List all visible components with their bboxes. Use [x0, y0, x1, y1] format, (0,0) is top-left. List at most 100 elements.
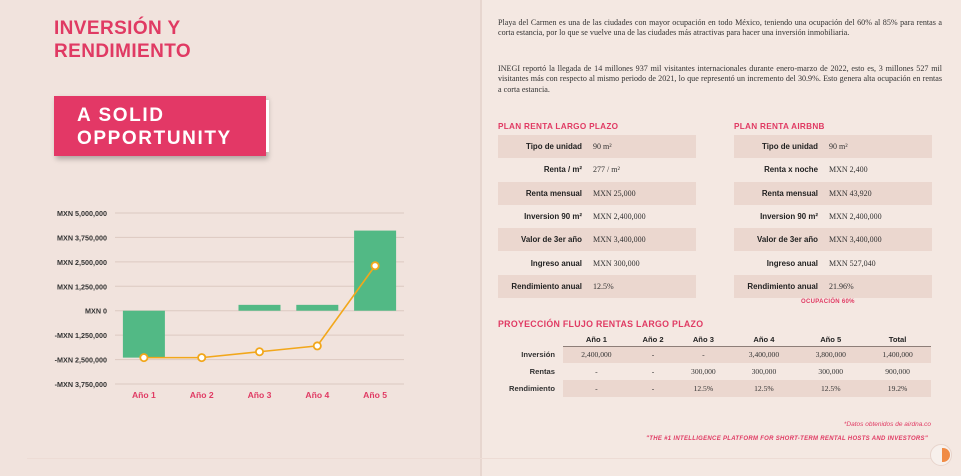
page-fold [480, 0, 482, 476]
kv-key: Renta / m² [543, 165, 582, 175]
chart-point [139, 353, 149, 363]
largo-plazo-title: PLAN RENTA LARGO PLAZO [498, 122, 619, 131]
tagline: "THE #1 INTELLIGENCE PLATFORM FOR SHORT-… [646, 436, 928, 442]
kv-key: Renta mensual [761, 188, 818, 198]
kv-key: Inversion 90 m² [524, 212, 582, 222]
opportunity-badge: A SOLID OPPORTUNITY [54, 96, 269, 156]
kv-value: 90 m² [593, 142, 612, 152]
x-tick-label: Año 1 [132, 390, 156, 400]
chart-point [197, 353, 207, 363]
airbnb-table: Tipo de unidad 90 m² Renta x noche MXN 2,40… [734, 135, 932, 299]
kv-key: Ingreso anual [766, 258, 818, 268]
kv-value: MXN 2,400,000 [593, 212, 646, 222]
kv-key: Rendimiento anual [747, 281, 818, 291]
flow-header-cell: Año 2 [629, 334, 677, 347]
chart-bar [296, 304, 339, 311]
y-tick-label: MXN 2,500,000 [57, 258, 107, 267]
kv-value: MXN 2,400,000 [829, 212, 882, 222]
kv-row: Tipo de unidad 90 m² [734, 135, 932, 159]
badge-text: A SOLID OPPORTUNITY [77, 105, 232, 149]
kv-value: MXN 527,040 [829, 258, 876, 268]
kv-key: Valor de 3er año [757, 235, 818, 245]
kv-key: Rendimiento anual [511, 281, 582, 291]
flow-header-row: Año 1 Año 2 Año 3 Año 4 Año 5 Total [498, 334, 931, 347]
flow-row: Rentas - - 300,000 300,000 300,000 900,000 [498, 363, 931, 380]
flow-cell: 12.5% [730, 380, 798, 397]
kv-value: MXN 3,400,000 [593, 235, 646, 245]
chart-point [312, 341, 322, 351]
source-note: *Datos obtenidos de airdna.co [843, 421, 931, 428]
kv-value: 21.96% [829, 281, 854, 291]
flow-cell: - [563, 380, 630, 397]
kv-key: Tipo de unidad [762, 142, 818, 152]
kv-row: Tipo de unidad 90 m² [498, 135, 696, 159]
flow-cell: 12.5% [797, 380, 865, 397]
section-title: INVERSIÓN Y RENDIMIENTO [54, 18, 192, 62]
footer-rule [27, 458, 931, 459]
kv-key: Renta mensual [525, 188, 582, 198]
kv-row: Renta mensual MXN 25,000 [498, 181, 696, 205]
kv-value: MXN 25,000 [593, 188, 636, 198]
airbnb-title: PLAN RENTA AIRBNB [734, 122, 825, 131]
flow-table: Año 1 Año 2 Año 3 Año 4 Año 5 Total Inversión 2… [498, 334, 931, 397]
flow-row-label: Rendimiento [509, 384, 555, 393]
kv-row: Rendimiento anual 12.5% [498, 274, 696, 299]
kv-key: Ingreso anual [530, 258, 582, 268]
chart-bar [354, 230, 397, 311]
flow-cell: - [629, 346, 677, 363]
x-tick-label: Año 3 [248, 390, 272, 400]
page-corner-icon [930, 444, 952, 466]
y-tick-label: MXN 0 [85, 307, 107, 316]
kv-row: Valor de 3er año MXN 3,400,000 [734, 228, 932, 252]
flow-row-label: Inversión [521, 350, 555, 359]
cashflow-chart: MXN 5,000,000 MXN 3,750,000 MXN 2,500,000 M… [55, 209, 404, 400]
kv-row: Renta mensual MXN 43,920 [734, 181, 932, 205]
flow-cell: 19.2% [864, 380, 931, 397]
flow-header-cell: Año 1 [563, 334, 630, 347]
x-tick-label: Año 4 [305, 390, 329, 400]
flow-header-cell: Año 5 [797, 334, 865, 347]
flow-cell: 1,400,000 [864, 346, 931, 363]
flow-cell: 300,000 [751, 367, 777, 376]
kv-row: Rendimiento anual 21.96% [734, 274, 932, 299]
flow-title: PROYECCIÓN FLUJO RENTAS LARGO PLAZO [498, 319, 704, 329]
kv-row: Renta x noche MXN 2,400 [734, 158, 932, 181]
chart-bar [122, 310, 165, 358]
kv-row: Valor de 3er año MXN 3,400,000 [498, 228, 696, 252]
kv-row: Ingreso anual MXN 300,000 [498, 251, 696, 274]
chart-line [143, 265, 376, 359]
kv-key: Valor de 3er año [521, 235, 582, 245]
flow-header-cell [498, 334, 563, 346]
flow-cell: 3,800,000 [797, 346, 865, 363]
flow-cell: 900,000 [885, 367, 910, 376]
kv-value: 90 m² [829, 142, 848, 152]
flow-header-cell: Año 4 [730, 334, 798, 347]
flow-row: Inversión 2,400,000- -3,400,000 3,800,000 1,… [498, 346, 931, 363]
y-tick-label: MXN 1,250,000 [57, 282, 107, 291]
y-tick-label: MXN 3,750,000 [57, 233, 107, 242]
flow-row-label: Rentas [529, 367, 555, 376]
kv-row: Inversion 90 m² MXN 2,400,000 [734, 205, 932, 228]
kv-value: 12.5% [593, 281, 614, 291]
kv-row: Inversion 90 m² MXN 2,400,000 [498, 205, 696, 228]
flow-cell: - [595, 367, 598, 376]
y-tick-label: MXN 5,000,000 [57, 209, 107, 218]
flow-cell: 300,000 [691, 367, 716, 376]
y-tick-label: -MXN 1,250,000 [55, 331, 107, 340]
flow-cell: 2,400,000 [563, 346, 630, 363]
intro-paragraph: Playa del Carmen es una de las ciudades … [498, 18, 942, 38]
flow-cell: - [651, 367, 655, 376]
chart-point [254, 347, 264, 357]
kv-value: MXN 300,000 [593, 258, 640, 268]
flow-cell: 12.5% [676, 380, 731, 397]
flow-cell: - [676, 346, 731, 363]
chart-point [370, 261, 380, 271]
flow-cell: - [629, 380, 677, 397]
kv-row: Ingreso anual MXN 527,040 [734, 251, 932, 274]
flow-row: Rendimiento - -12.5% 12.5% 12.5% 19.2% [498, 380, 931, 397]
left-page [0, 0, 481, 476]
occupancy-note: OCUPACIÓN 60% [801, 299, 855, 305]
kv-key: Tipo de unidad [526, 142, 582, 152]
inegi-paragraph: INEGI reportó la llegada de 14 millones … [498, 64, 942, 94]
chart-bar [238, 304, 281, 311]
